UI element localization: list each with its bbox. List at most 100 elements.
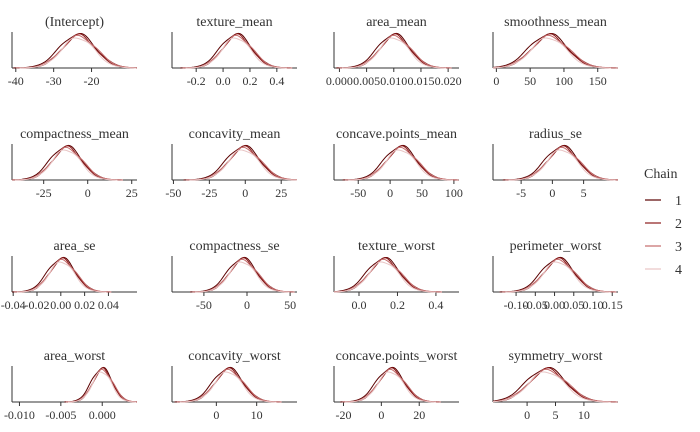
legend-items: 1 2 3 4 bbox=[645, 194, 682, 278]
density-curve-chain-1 bbox=[64, 366, 138, 403]
facet-panel: compactness_se -50 0 50 bbox=[171, 239, 297, 312]
x-tick-label: -50 bbox=[165, 186, 181, 200]
legend-item: 2 bbox=[645, 217, 682, 232]
panel-title: smoothness_mean bbox=[504, 15, 607, 30]
density-curve-chain-4 bbox=[19, 37, 137, 69]
density-curve-chain-4 bbox=[68, 371, 137, 403]
x-tick-label: 0.10 bbox=[583, 298, 604, 312]
panel-title: area_mean bbox=[366, 15, 427, 30]
facet-panel: area_se -0.04-0.02 0.00 0.02 0.04 bbox=[1, 239, 137, 312]
x-tick-label: 0.4 bbox=[428, 298, 443, 312]
panel-title: concave.points_mean bbox=[336, 127, 457, 142]
density-curve-chain-3 bbox=[338, 34, 452, 69]
x-tick-label: 25 bbox=[275, 186, 287, 200]
density-curve-chain-3 bbox=[192, 258, 295, 293]
x-tick-label: -50 bbox=[196, 298, 212, 312]
density-curve-chain-1 bbox=[183, 144, 298, 181]
density-curve-chain-4 bbox=[16, 261, 107, 293]
x-tick-label: 0 bbox=[387, 186, 393, 200]
x-tick-label: -0.005 bbox=[45, 408, 76, 422]
x-tick-label: 0.4 bbox=[269, 74, 284, 88]
x-tick-label: 0.05 bbox=[563, 298, 584, 312]
density-curve-chain-3 bbox=[182, 34, 293, 69]
x-tick-label: 20 bbox=[413, 408, 425, 422]
density-curve-chain-4 bbox=[179, 371, 277, 403]
x-tick-label: 50 bbox=[284, 298, 296, 312]
x-tick-label: 25 bbox=[126, 186, 138, 200]
panel-title: area_se bbox=[54, 239, 96, 254]
x-tick-label: 0.000 bbox=[89, 408, 116, 422]
x-tick-label: -25 bbox=[201, 186, 217, 200]
density-curve-chain-3 bbox=[16, 34, 138, 69]
panel-title: concavity_worst bbox=[188, 349, 281, 364]
legend-item: 4 bbox=[645, 263, 682, 278]
x-tick-label: -20 bbox=[335, 408, 351, 422]
facet-panel: texture_worst 0.0 0.2 0.4 bbox=[333, 239, 459, 312]
panel-title: radius_se bbox=[529, 127, 582, 142]
x-tick-label: 0 bbox=[85, 186, 91, 200]
density-curve-chain-4 bbox=[492, 37, 612, 69]
density-curve-chain-4 bbox=[508, 149, 616, 181]
density-curve-chain-4 bbox=[189, 149, 298, 181]
legend-item: 3 bbox=[645, 240, 682, 255]
panel-title: perimeter_worst bbox=[510, 239, 602, 254]
facet-panel: symmetry_worst 0 5 10 bbox=[492, 349, 618, 422]
x-tick-label: 10 bbox=[251, 408, 263, 422]
density-curve-chain-3 bbox=[342, 368, 441, 403]
x-tick-label: 0.010 bbox=[380, 74, 407, 88]
density-curve-chain-3 bbox=[14, 258, 112, 293]
facet-panel: (Intercept) -40 -30 -20 bbox=[8, 15, 138, 88]
x-tick-label: -0.010 bbox=[4, 408, 35, 422]
density-curve-chain-3 bbox=[502, 258, 617, 293]
density-curve-chain-1 bbox=[502, 144, 619, 181]
density-curve-chain-4 bbox=[333, 261, 437, 293]
x-tick-label: -5 bbox=[516, 186, 526, 200]
facet-panel: perimeter_worst -0.10-0.050.000.050.100.1… bbox=[492, 239, 623, 312]
x-tick-label: -0.05 bbox=[523, 298, 548, 312]
facet-panel: smoothness_mean 0 50 100 150 bbox=[492, 15, 618, 88]
density-curve-chain-4 bbox=[341, 37, 447, 69]
legend-item: 1 bbox=[645, 194, 682, 209]
density-curve-chain-3 bbox=[492, 368, 618, 403]
x-tick-label: -30 bbox=[46, 74, 62, 88]
x-tick-label: 0.2 bbox=[242, 74, 257, 88]
legend-label: 4 bbox=[675, 263, 682, 278]
x-tick-label: 0.005 bbox=[353, 74, 380, 88]
panel-title: texture_worst bbox=[358, 239, 435, 254]
x-tick-label: 0.015 bbox=[407, 74, 434, 88]
density-curve-chain-3 bbox=[176, 368, 282, 403]
legend-label: 3 bbox=[675, 240, 682, 255]
x-tick-label: 0.02 bbox=[74, 298, 95, 312]
density-curve-chain-4 bbox=[348, 149, 454, 181]
density-curve-chain-4 bbox=[185, 37, 287, 69]
x-tick-label: -0.04 bbox=[1, 298, 26, 312]
panel-title: compactness_se bbox=[189, 239, 279, 254]
chain-legend: Chain 1 2 3 4 bbox=[644, 167, 682, 278]
panel-title: (Intercept) bbox=[45, 15, 104, 30]
x-tick-label: 0.00 bbox=[544, 298, 565, 312]
density-curve-chain-1 bbox=[333, 256, 442, 293]
legend-label: 2 bbox=[675, 217, 682, 232]
x-tick-label: 100 bbox=[445, 186, 463, 200]
x-tick-label: -20 bbox=[84, 74, 100, 88]
facet-panel: compactness_mean -25 0 25 bbox=[11, 127, 138, 200]
legend-title: Chain bbox=[644, 167, 677, 182]
panel-title: texture_mean bbox=[196, 15, 272, 30]
x-tick-label: 0.2 bbox=[390, 298, 405, 312]
facet-panel: concavity_worst 0 10 bbox=[171, 349, 297, 422]
x-tick-label: -50 bbox=[350, 186, 366, 200]
x-tick-label: 0.0 bbox=[216, 74, 231, 88]
density-curve-chain-3 bbox=[505, 146, 619, 181]
x-tick-label: 0 bbox=[493, 74, 499, 88]
x-tick-label: 50 bbox=[416, 186, 428, 200]
panel-title: symmetry_worst bbox=[508, 349, 602, 364]
density-curve-chain-3 bbox=[345, 146, 459, 181]
facet-panel: area_worst -0.010 -0.005 0.000 bbox=[4, 349, 138, 422]
x-tick-label: 0.04 bbox=[98, 298, 119, 312]
density-curve-chain-3 bbox=[65, 368, 138, 403]
density-curve-chain-4 bbox=[345, 371, 436, 403]
density-curve-chain-3 bbox=[492, 34, 618, 69]
x-tick-label: 5 bbox=[581, 186, 587, 200]
x-tick-label: -25 bbox=[36, 186, 52, 200]
